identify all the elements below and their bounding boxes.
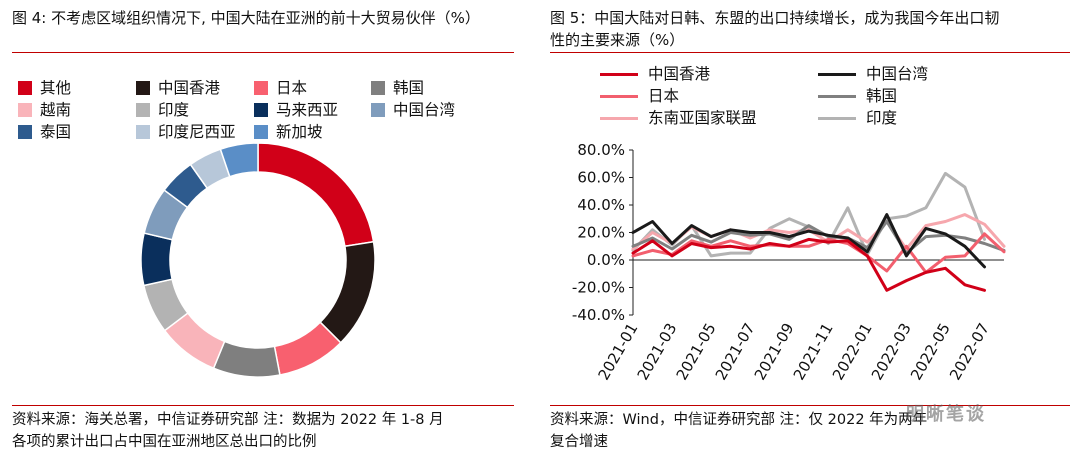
legend-swatch — [136, 125, 150, 139]
left-source-line1: 资料来源：海关总署，中信证券研究部 注：数据为 2022 年 1-8 月 — [12, 412, 444, 428]
legend-line-swatch — [600, 95, 638, 98]
legend-label: 韩国 — [866, 87, 898, 105]
line-chart: 80.0%60.0%40.0%20.0%0.0%-20.0%-40.0%2021… — [572, 141, 1006, 383]
donut-slice-1 — [319, 240, 376, 344]
donut-slice-0 — [257, 142, 375, 248]
right-chart-title-line2: 性的主要来源（%） — [550, 31, 685, 49]
legend-label: 韩国 — [393, 79, 425, 97]
right-source-rule — [550, 405, 1070, 406]
y-tick-label: 80.0% — [577, 141, 625, 159]
y-tick-label: 0.0% — [587, 251, 625, 269]
legend-line-swatch — [818, 117, 856, 120]
legend-line-swatch — [600, 73, 638, 76]
legend-swatch — [254, 125, 268, 139]
legend-label: 印度 — [866, 109, 898, 127]
y-tick-label: 20.0% — [577, 224, 625, 242]
legend-label: 其他 — [40, 79, 72, 97]
legend-label: 中国台湾 — [393, 101, 456, 119]
legend-line-swatch — [600, 117, 638, 120]
legend-swatch — [18, 125, 32, 139]
legend-label: 中国香港 — [158, 79, 221, 97]
right-source-line2: 复合增速 — [550, 434, 608, 450]
left-source-rule — [12, 405, 514, 406]
legend-swatch — [136, 103, 150, 117]
legend-line-swatch — [818, 95, 856, 98]
legend-label: 新加坡 — [276, 123, 323, 141]
legend-swatch — [136, 81, 150, 95]
series-line-3 — [631, 220, 1006, 255]
donut-chart — [140, 142, 376, 378]
legend-swatch — [254, 103, 268, 117]
legend-label: 中国香港 — [648, 65, 711, 83]
legend-swatch — [18, 103, 32, 117]
left-source-line2: 各项的累计出口占中国在亚洲地区总出口的比例 — [12, 434, 317, 450]
right-chart-title-line1: 图 5：中国大陆对日韩、东盟的出口持续增长，成为我国今年出口韧 — [550, 9, 1000, 27]
legend-swatch — [254, 81, 268, 95]
donut-legend: 其他 中国香港 日本 韩国越南 印度 马来西亚 中国台湾泰国 印度尼西亚 新加坡 — [18, 78, 498, 144]
left-title-rule — [12, 52, 514, 53]
donut-slice-6 — [140, 232, 174, 287]
series-line-1 — [631, 213, 986, 269]
legend-swatch — [18, 81, 32, 95]
legend-label: 东南亚国家联盟 — [648, 109, 757, 127]
y-tick-label: 60.0% — [577, 169, 625, 187]
right-source-line1: 资料来源：Wind，中信证券研究部 注：仅 2022 年为两年 — [550, 412, 928, 428]
watermark: 明晰笔谈 — [906, 404, 986, 425]
y-tick-label: -40.0% — [572, 306, 625, 324]
legend-label: 印度 — [158, 101, 190, 119]
legend-label: 泰国 — [40, 123, 72, 141]
series-line-2 — [631, 232, 1006, 274]
left-chart-title: 图 4: 不考虑区域组织情况下, 中国大陆在亚洲的前十大贸易伙伴（%） — [12, 9, 480, 27]
legend-label: 中国台湾 — [866, 65, 929, 83]
legend-label: 越南 — [40, 101, 72, 119]
donut-slice-10 — [219, 142, 259, 178]
y-tick-label: -20.0% — [572, 279, 625, 297]
legend-swatch — [371, 81, 385, 95]
series-line-0 — [631, 237, 986, 292]
donut-slice-3 — [212, 340, 281, 378]
legend-swatch — [371, 103, 385, 117]
right-title-rule — [550, 52, 1070, 53]
legend-label: 印度尼西亚 — [158, 123, 236, 141]
legend-line-swatch — [818, 73, 856, 76]
legend-label: 日本 — [648, 87, 680, 105]
line-legend: 中国香港 中国台湾日本 韩国东南亚国家联盟 印度 — [600, 64, 980, 132]
legend-label: 马来西亚 — [276, 101, 339, 119]
legend-label: 日本 — [276, 79, 308, 97]
y-tick-label: 40.0% — [577, 196, 625, 214]
